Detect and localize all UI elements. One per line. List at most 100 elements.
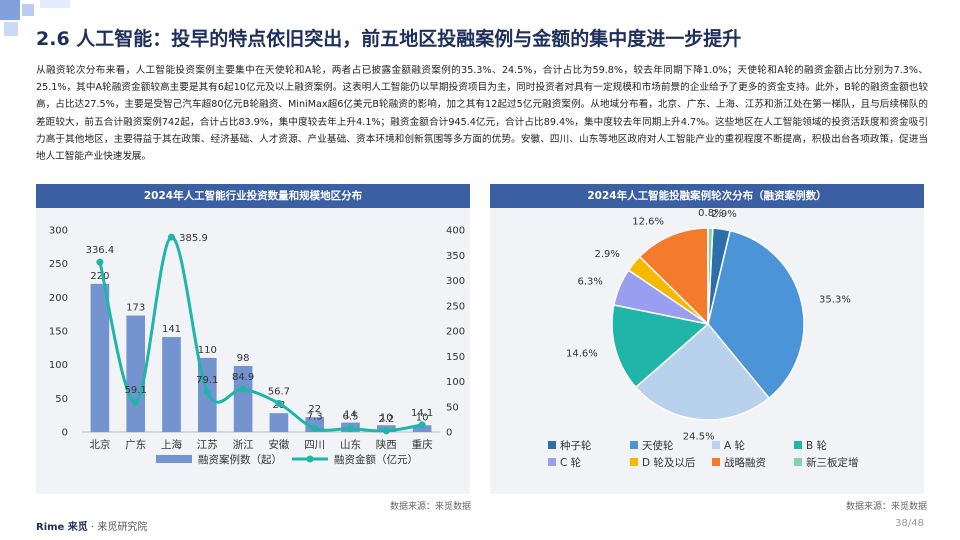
y-right-tick-label: 150 xyxy=(446,352,465,363)
legend-label: B 轮 xyxy=(806,439,828,452)
pie-slice-label: 2.9% xyxy=(711,209,736,220)
x-tick-label: 广东 xyxy=(125,438,146,451)
legend-label: 战略融资 xyxy=(724,456,766,469)
corner-decoration xyxy=(0,0,70,36)
y-left-tick-label: 250 xyxy=(49,259,68,270)
bar-value-label: 110 xyxy=(198,345,217,356)
y-right-tick-label: 200 xyxy=(446,327,465,338)
pie-slice-label: 6.3% xyxy=(577,277,602,288)
pie-slice xyxy=(707,227,714,325)
line-value-label: 2.2 xyxy=(378,414,394,425)
x-tick-label: 四川 xyxy=(304,439,325,451)
bar-value-label: 14 xyxy=(344,410,357,421)
legend-label: 天使轮 xyxy=(642,439,674,452)
line-value-label: 79.1 xyxy=(196,375,218,386)
summary-paragraph: 从融资轮次分布来看，人工智能投资案例主要集中在天使轮和A轮，两者占已披露金额融资… xyxy=(36,65,928,163)
bar-line-chart: 0 50 100 150 200 250 300 0 50 100 150 200 250 300 350 4… xyxy=(49,226,465,467)
brand-org: · 来觅研究院 xyxy=(91,522,148,533)
legend-label: D 轮及以后 xyxy=(642,456,695,469)
line-point xyxy=(347,425,354,433)
bar-value-label: 141 xyxy=(162,324,181,335)
legend-swatch-line-point xyxy=(306,455,314,463)
pie-slice-label: 14.6% xyxy=(566,349,598,360)
bar xyxy=(233,366,253,432)
legend-label: A 轮 xyxy=(724,439,746,452)
footer-brand: Rime 来觅 · 来觅研究院 xyxy=(36,518,147,533)
y-right-tick-label: 350 xyxy=(446,251,465,262)
pie-slice-label: 0.8% xyxy=(698,208,723,219)
pie-slice-label: 24.5% xyxy=(683,432,715,443)
line-point xyxy=(275,399,283,407)
line-point xyxy=(382,427,390,435)
bar xyxy=(90,283,110,432)
line-value-label: 7.3 xyxy=(307,411,323,422)
legend-swatch-bar xyxy=(156,455,192,463)
y-right-tick-label: 0 xyxy=(446,428,452,439)
legend-swatch xyxy=(794,441,802,449)
y-right-tick-label: 400 xyxy=(446,226,465,237)
pie-slice xyxy=(707,229,805,400)
line-point xyxy=(96,258,104,266)
bar-value-label: 22 xyxy=(308,404,321,415)
legend-label-line: 融资金额（亿元） xyxy=(334,453,418,466)
y-right-tick-label: 50 xyxy=(446,402,459,413)
line-point xyxy=(168,233,175,241)
bar-value-label: 10 xyxy=(416,412,429,423)
bar xyxy=(269,413,289,432)
amount-line xyxy=(98,235,423,433)
pie-slice-label: 2.9% xyxy=(594,249,619,260)
y-left-tick-label: 0 xyxy=(62,428,68,439)
x-tick-label: 陕西 xyxy=(376,438,397,451)
bar-value-label: 10 xyxy=(380,412,393,423)
line-value-label: 59.1 xyxy=(125,385,147,396)
y-left-tick-label: 50 xyxy=(55,394,68,405)
pie-chart-panel: 2024年人工智能投融案例轮次分布（融资案例数） 2.9% 35.3% 24.5% 1… xyxy=(490,184,924,494)
line-point xyxy=(418,421,426,429)
source-note-right: 数据来源：来觅数据 xyxy=(846,502,928,512)
legend-label: 种子轮 xyxy=(560,439,592,452)
x-tick-label: 北京 xyxy=(89,438,110,451)
line-value-label: 84.9 xyxy=(232,372,254,383)
legend-label: 新三板定增 xyxy=(806,456,859,469)
x-tick-label: 安徽 xyxy=(268,438,289,451)
line-value-label: 385.9 xyxy=(179,233,208,244)
y-left-tick-label: 200 xyxy=(49,293,68,304)
legend-swatch xyxy=(712,441,720,449)
line-value-label: 6.5 xyxy=(343,412,359,423)
line-point xyxy=(311,424,319,432)
line-point xyxy=(239,385,247,393)
source-note-left: 数据来源：来觅数据 xyxy=(390,502,472,512)
bar-value-label: 220 xyxy=(90,271,109,282)
line-value-label: 14.1 xyxy=(411,408,433,419)
line-value-label: 56.7 xyxy=(268,386,290,397)
legend-swatch xyxy=(630,458,638,466)
bar xyxy=(126,315,146,432)
pie-chart-title: 2024年人工智能投融案例轮次分布（融资案例数） xyxy=(490,184,924,208)
y-left-tick-label: 300 xyxy=(49,226,68,237)
bar xyxy=(162,337,181,432)
pie-slice xyxy=(634,322,771,421)
brand-logo: Rime 来觅 xyxy=(36,522,88,533)
legend-swatch xyxy=(794,458,802,466)
legend-swatch xyxy=(712,458,720,466)
y-right-tick-label: 300 xyxy=(446,276,465,287)
legend-swatch xyxy=(630,441,638,449)
x-tick-label: 江苏 xyxy=(197,438,218,451)
bar-value-label: 173 xyxy=(126,303,145,314)
legend-swatch xyxy=(548,441,556,449)
line-value-label: 336.4 xyxy=(86,245,115,256)
legend-label-bar: 融资案例数（起） xyxy=(198,453,282,466)
bar-line-chart-panel: 2024年人工智能行业投资数量和规模地区分布 0 50 100 150 200 250 30… xyxy=(36,184,470,494)
pie-slice-label: 35.3% xyxy=(819,295,851,306)
pie-slice xyxy=(638,227,709,326)
y-left-tick-label: 150 xyxy=(49,327,68,338)
x-tick-label: 浙江 xyxy=(233,439,254,451)
line-point xyxy=(132,398,140,406)
page-title: 2.6 人工智能：投早的特点依旧突出，前五地区投融案例与金额的集中度进一步提升 xyxy=(36,28,742,50)
x-tick-label: 上海 xyxy=(161,438,182,451)
y-left-tick-label: 100 xyxy=(49,360,68,371)
x-tick-label: 重庆 xyxy=(412,438,433,451)
pie-slice xyxy=(611,304,710,389)
x-tick-label: 山东 xyxy=(340,438,361,451)
y-right-tick-label: 250 xyxy=(446,301,465,312)
